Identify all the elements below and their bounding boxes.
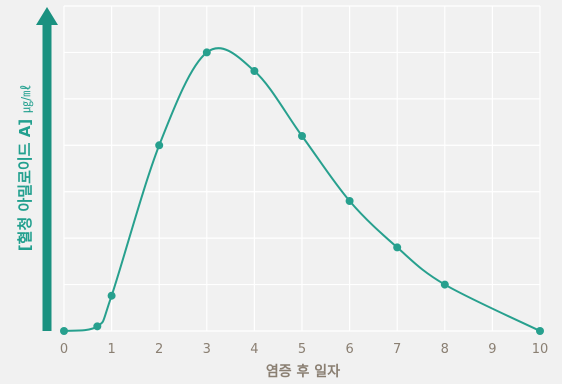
x-tick-label-8: 8 (441, 342, 449, 357)
x-tick-label-7: 7 (393, 342, 401, 357)
x-tick-label-1: 1 (107, 342, 115, 357)
data-point-5 (250, 67, 259, 75)
data-point-8 (393, 243, 402, 252)
y-axis-label: [혈청 아밀로이드 A] ㎍/㎖ (16, 85, 34, 251)
x-tick-label-0: 0 (60, 342, 68, 357)
data-point-10 (536, 327, 544, 335)
data-point-7 (345, 197, 354, 205)
x-tick-labels: 0 1 2 3 4 5 6 7 8 9 10 (60, 342, 548, 357)
x-tick-label-9: 9 (488, 342, 496, 357)
data-point-1 (93, 322, 102, 331)
data-point-9 (440, 280, 449, 289)
data-point-4 (202, 48, 211, 57)
x-tick-label-6: 6 (345, 342, 353, 357)
grid (63, 5, 541, 332)
y-axis-label-main: [혈청 아밀로이드 A] (16, 119, 34, 251)
x-tick-label-10: 10 (532, 342, 549, 357)
x-tick-label-3: 3 (203, 342, 211, 357)
data-point-2 (107, 291, 116, 300)
data-point-0 (60, 327, 68, 335)
y-axis-unit: ㎍/㎖ (19, 85, 33, 113)
data-point-3 (155, 141, 164, 150)
y-axis-arrow (36, 7, 58, 331)
x-tick-label-5: 5 (298, 342, 306, 357)
x-tick-label-2: 2 (155, 342, 163, 357)
data-point-6 (298, 132, 306, 140)
data-points (60, 48, 544, 335)
x-tick-label-4: 4 (250, 342, 258, 357)
x-axis-label: 염증 후 일자 (266, 364, 340, 380)
